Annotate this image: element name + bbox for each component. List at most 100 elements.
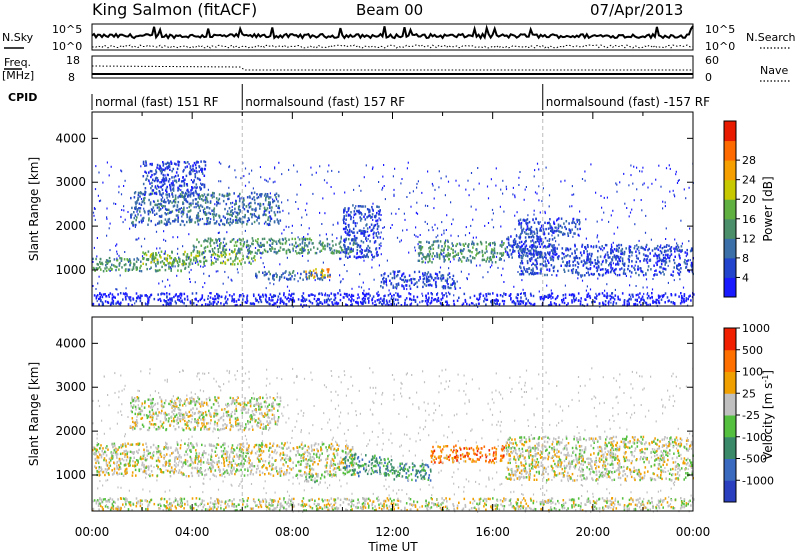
heatmap-cell <box>169 256 171 260</box>
heatmap-cell <box>231 249 233 253</box>
heatmap-cell <box>172 262 175 265</box>
heatmap-cell <box>347 209 350 212</box>
heatmap-cell <box>256 193 258 196</box>
heatmap-cell <box>650 268 652 271</box>
heatmap-cell <box>139 294 142 297</box>
heatmap-cell <box>509 244 512 247</box>
heatmap-cell <box>350 211 352 214</box>
heatmap-cell <box>170 162 173 165</box>
heatmap-cell <box>223 250 225 253</box>
heatmap-cell <box>213 241 215 245</box>
heatmap-cell <box>363 234 365 237</box>
heatmap-cell <box>479 240 482 244</box>
heatmap-cell <box>634 245 636 247</box>
heatmap-cell <box>233 250 236 253</box>
heatmap-cell <box>554 250 557 254</box>
heatmap-cell <box>230 278 232 281</box>
heatmap-cell <box>168 217 171 221</box>
heatmap-cell <box>357 303 359 306</box>
heatmap-cell <box>320 273 322 277</box>
heatmap-cell <box>463 244 465 247</box>
heatmap-cell <box>202 183 204 186</box>
heatmap-cell <box>563 301 566 305</box>
heatmap-cell <box>255 299 257 302</box>
heatmap-cell <box>595 191 597 194</box>
heatmap-cell <box>537 237 540 241</box>
heatmap-cell <box>332 462 335 466</box>
heatmap-cell <box>562 294 565 297</box>
heatmap-cell <box>339 290 341 293</box>
heatmap-cell <box>424 299 427 303</box>
heatmap-cell <box>601 260 604 264</box>
heatmap-cell <box>515 234 518 237</box>
heatmap-cell <box>348 234 350 237</box>
heatmap-cell <box>321 292 323 295</box>
heatmap-cell <box>220 180 222 183</box>
heatmap-cell <box>291 224 293 227</box>
heatmap-cell <box>232 220 234 223</box>
heatmap-cell <box>424 204 427 207</box>
heatmap-cell <box>369 234 371 237</box>
heatmap-cell <box>98 297 100 301</box>
heatmap-cell <box>255 272 257 276</box>
heatmap-cell <box>163 238 165 241</box>
heatmap-cell <box>679 249 681 252</box>
heatmap-cell <box>233 298 236 301</box>
heatmap-cell <box>492 226 495 229</box>
heatmap-cell <box>235 199 237 202</box>
heatmap-cell <box>202 209 204 212</box>
heatmap-cell <box>182 191 184 194</box>
heatmap-cell <box>105 264 107 267</box>
heatmap-cell <box>297 244 299 247</box>
heatmap-cell <box>98 200 101 203</box>
heatmap-cell <box>223 303 225 306</box>
heatmap-cell <box>279 246 282 249</box>
heatmap-cell <box>156 247 158 250</box>
heatmap-cell <box>219 219 222 223</box>
heatmap-cell <box>631 254 633 257</box>
heatmap-cell <box>604 268 607 271</box>
heatmap-cell <box>438 170 440 173</box>
heatmap-cell <box>425 296 428 300</box>
heatmap-cell <box>242 215 244 219</box>
heatmap-cell <box>610 295 613 299</box>
heatmap-cell <box>328 444 331 447</box>
heatmap-cell <box>347 238 350 241</box>
heatmap-cell <box>364 301 367 304</box>
heatmap-cell <box>197 263 200 266</box>
heatmap-cell <box>548 253 551 256</box>
heatmap-cell <box>145 294 147 297</box>
heatmap-cell <box>140 192 143 195</box>
heatmap-cell <box>292 249 294 252</box>
heatmap-cell <box>189 166 192 170</box>
heatmap-cell <box>249 302 252 305</box>
date-title: 07/Apr/2013 <box>590 1 683 19</box>
heatmap-cell <box>367 244 369 248</box>
heatmap-cell <box>204 246 207 249</box>
heatmap-cell <box>327 274 329 277</box>
heatmap-cell <box>136 201 138 204</box>
heatmap-cell <box>595 245 598 249</box>
heatmap-cell <box>264 192 267 196</box>
heatmap-cell <box>520 296 522 299</box>
heatmap-cell <box>233 455 236 458</box>
heatmap-cell <box>636 298 638 302</box>
heatmap-cell <box>451 242 453 245</box>
heatmap-cell <box>380 242 382 245</box>
heatmap-cell <box>164 218 167 221</box>
heatmap-cell <box>320 243 322 246</box>
heatmap-cell <box>255 207 257 210</box>
heatmap-cell <box>235 244 238 247</box>
heatmap-cell <box>92 211 95 214</box>
heatmap-cell <box>166 221 168 224</box>
heatmap-cell <box>278 238 281 241</box>
heatmap-cell <box>530 235 532 239</box>
heatmap-cell <box>468 249 471 253</box>
heatmap-cell <box>112 295 115 298</box>
heatmap-cell <box>234 257 237 260</box>
heatmap-cell <box>616 190 618 193</box>
heatmap-cell <box>536 239 539 243</box>
heatmap-cell <box>576 256 579 260</box>
heatmap-cell <box>422 272 424 275</box>
heatmap-cell <box>274 214 276 217</box>
